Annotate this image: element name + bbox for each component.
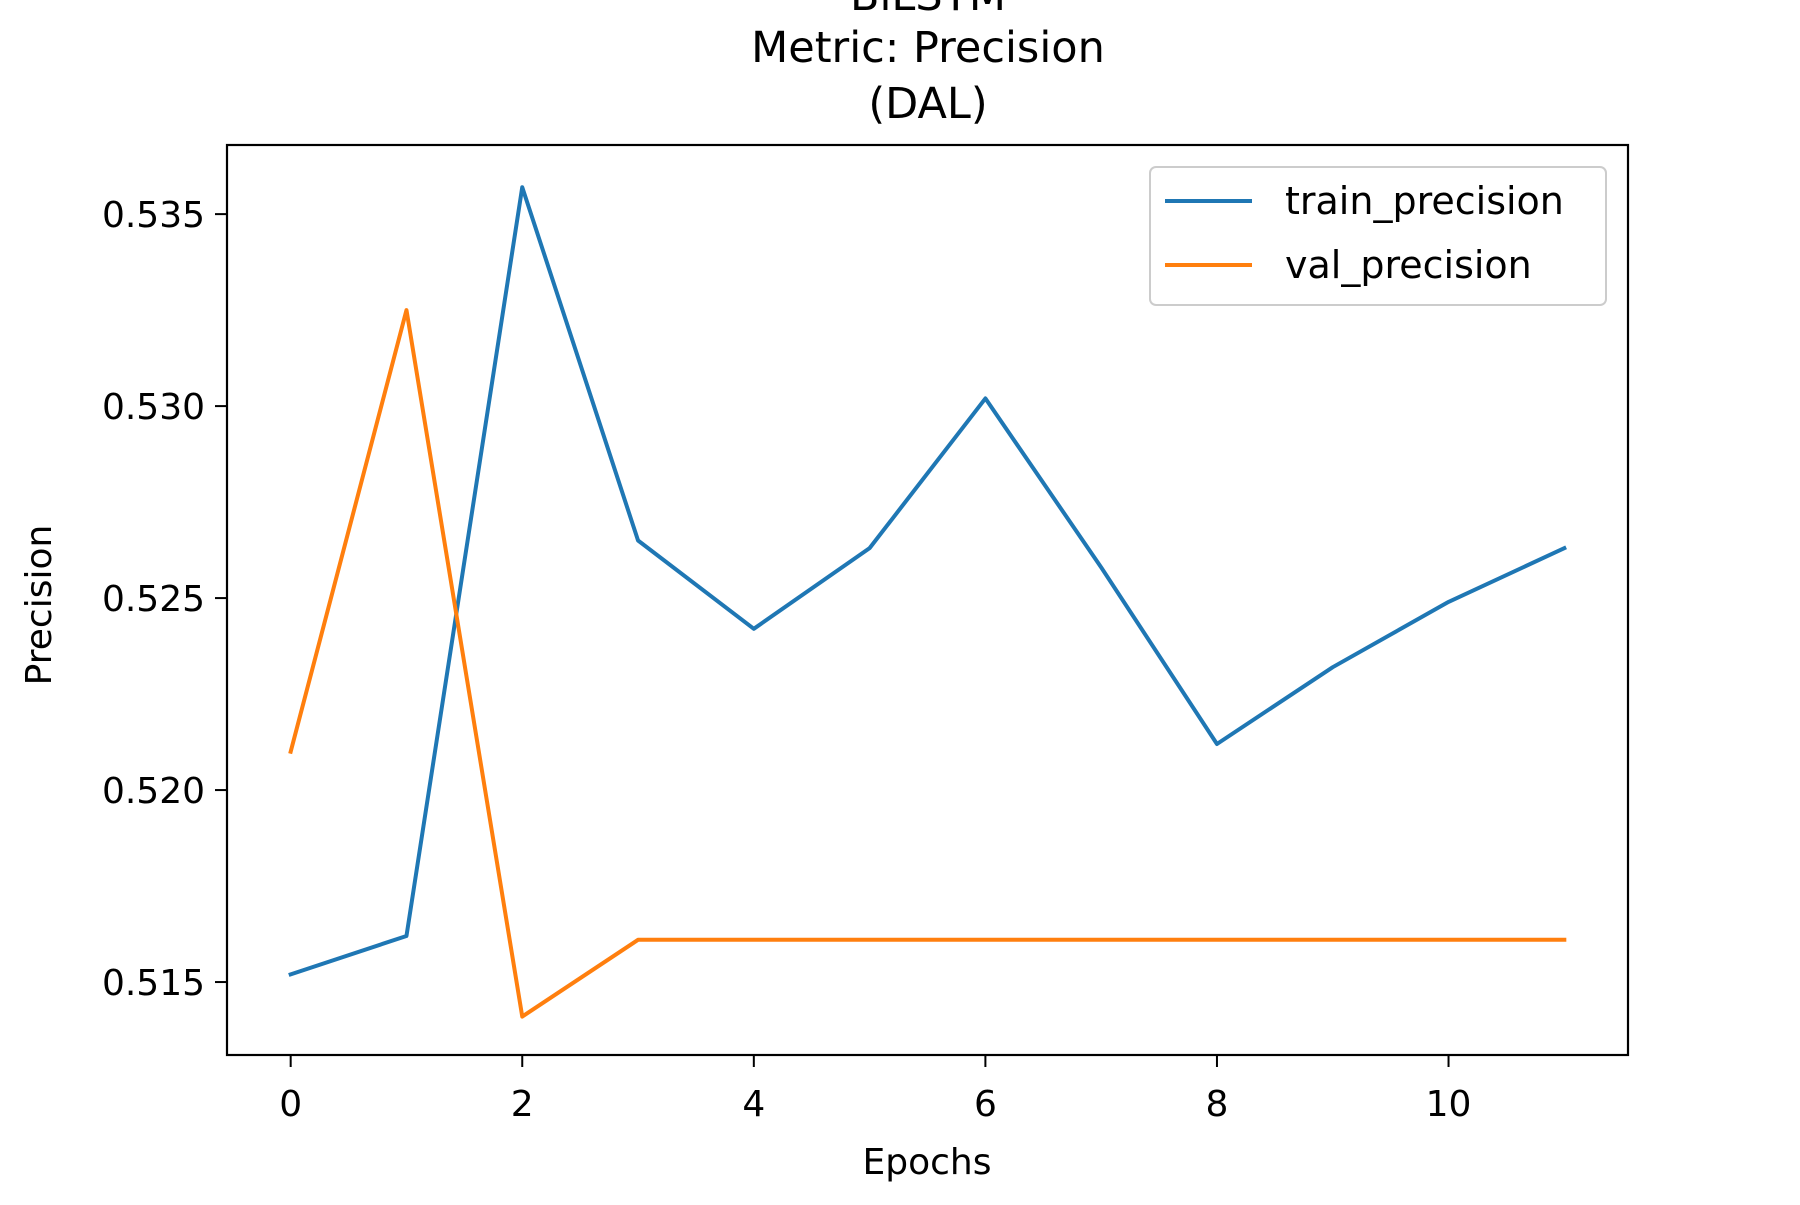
y-axis: 0.515 0.520 0.525 0.530 0.535	[102, 195, 227, 1004]
y-axis-label: Precision	[19, 525, 60, 686]
legend-label-train_precision: train_precision	[1285, 179, 1564, 223]
x-axis-label: Epochs	[863, 1142, 992, 1183]
x-tick-label: 0	[279, 1084, 302, 1125]
plot-frame	[225, 143, 1630, 1057]
title-line-3: (DAL)	[868, 79, 987, 129]
title-line-2: Metric: Precision	[751, 23, 1105, 73]
x-tick-label: 8	[1206, 1084, 1229, 1125]
series-lines	[288, 185, 1567, 1019]
chart-title: BiLSTM Metric: Precision (DAL)	[751, 0, 1105, 129]
legend-box	[1149, 166, 1607, 306]
series-line-train_precision	[288, 185, 1567, 977]
y-tick-label: 0.535	[102, 195, 205, 236]
legend: train_precision val_precision	[1149, 166, 1607, 306]
y-tick-label: 0.525	[102, 579, 205, 620]
y-tick-label: 0.530	[102, 387, 205, 428]
y-tick-label: 0.520	[102, 771, 205, 812]
series-line-val_precision	[288, 308, 1567, 1019]
y-tick-label: 0.515	[102, 963, 205, 1004]
x-tick-label: 2	[511, 1084, 534, 1125]
title-line-1: BiLSTM	[850, 0, 1006, 21]
x-tick-label: 6	[974, 1084, 997, 1125]
x-tick-label: 10	[1426, 1084, 1472, 1125]
x-tick-label: 4	[742, 1084, 765, 1125]
x-axis: 0 2 4 6 8 10	[279, 1055, 1471, 1125]
legend-label-val_precision: val_precision	[1285, 243, 1532, 287]
